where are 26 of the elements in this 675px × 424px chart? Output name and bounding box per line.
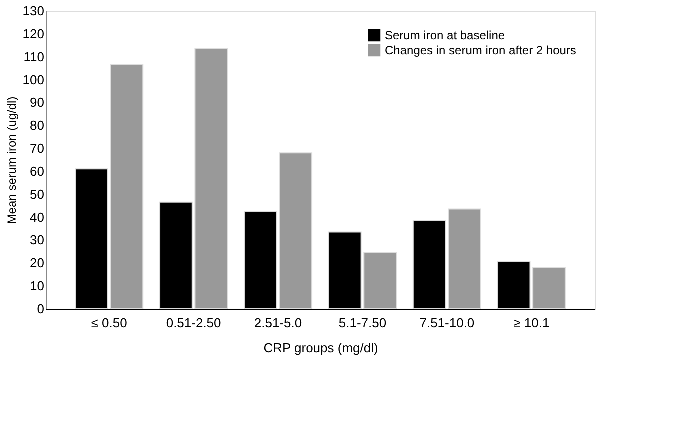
y-tick-label: 90 xyxy=(30,95,44,110)
x-axis-title: CRP groups (mg/dl) xyxy=(264,340,378,356)
x-tick-label: 0.51-2.50 xyxy=(166,316,222,330)
x-tick-label: 2.51-5.0 xyxy=(254,316,302,330)
legend-label: Changes in serum iron after 2 hours xyxy=(385,44,576,58)
y-tick-label: 0 xyxy=(37,302,44,316)
y-axis-title: Mean serum iron (ug/dl) xyxy=(4,96,19,224)
legend-label: Serum iron at baseline xyxy=(385,28,506,42)
bar xyxy=(532,267,566,310)
y-tick-label: 20 xyxy=(30,256,44,271)
y-tick-label: 70 xyxy=(30,141,44,156)
x-tick-label: ≤ 0.50 xyxy=(91,316,128,330)
y-tick-label: 100 xyxy=(22,72,44,88)
y-tick-label: 60 xyxy=(30,164,44,179)
y-tick-label: 80 xyxy=(30,118,44,134)
y-tick-label: 30 xyxy=(30,232,44,248)
y-tick-label: 110 xyxy=(24,49,44,64)
x-tick-label: 5.1-7.50 xyxy=(338,316,387,330)
y-tick-label: 50 xyxy=(30,186,44,202)
y-tick-label: 120 xyxy=(22,26,44,42)
y-tick-label: 40 xyxy=(30,210,44,225)
y-tick-label: 130 xyxy=(22,4,44,18)
x-tick-label: ≥ 10.1 xyxy=(514,316,550,330)
bar xyxy=(110,64,144,310)
x-tick-label: 7.51-10.0 xyxy=(420,316,475,330)
y-tick-label: 10 xyxy=(30,278,44,294)
